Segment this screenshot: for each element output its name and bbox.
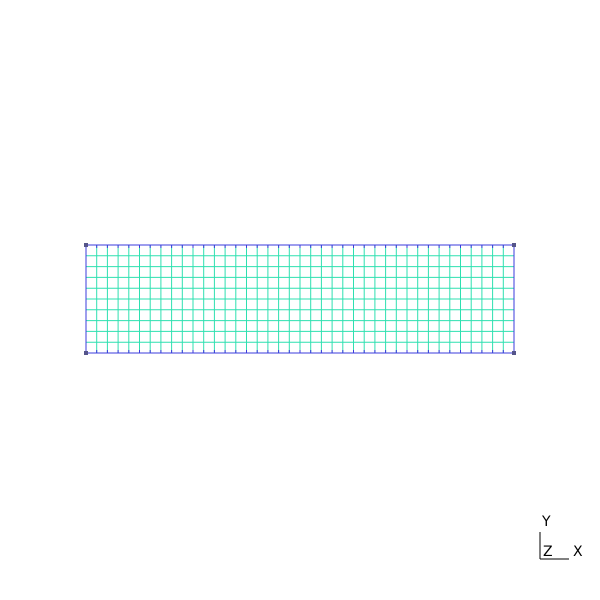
triad-x-label: X <box>573 544 583 560</box>
corner-node <box>84 351 88 355</box>
corner-node <box>512 351 516 355</box>
mesh-grid <box>84 243 516 355</box>
coordinate-triad: Y Z X <box>539 514 583 560</box>
corner-node <box>84 243 88 247</box>
triad-z-label: Z <box>543 544 553 560</box>
corner-node <box>512 243 516 247</box>
triad-y-label: Y <box>541 514 551 530</box>
